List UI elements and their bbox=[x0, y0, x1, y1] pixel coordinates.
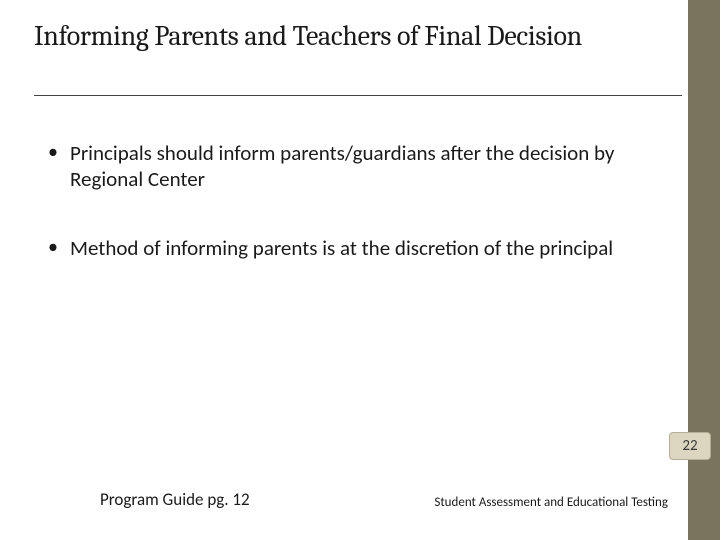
footer-right: Student Assessment and Educational Testi… bbox=[434, 495, 668, 510]
title-underline bbox=[34, 95, 682, 96]
page-number: 22 bbox=[682, 437, 697, 455]
slide-title: Informing Parents and Teachers of Final … bbox=[34, 20, 634, 53]
footer-left: Program Guide pg. 12 bbox=[100, 489, 250, 510]
bullet-list: Principals should inform parents/guardia… bbox=[48, 140, 648, 303]
list-item: Method of informing parents is at the di… bbox=[48, 235, 648, 261]
slide: Informing Parents and Teachers of Final … bbox=[0, 0, 720, 540]
page-number-badge: 22 bbox=[669, 432, 711, 460]
list-item: Principals should inform parents/guardia… bbox=[48, 140, 648, 193]
